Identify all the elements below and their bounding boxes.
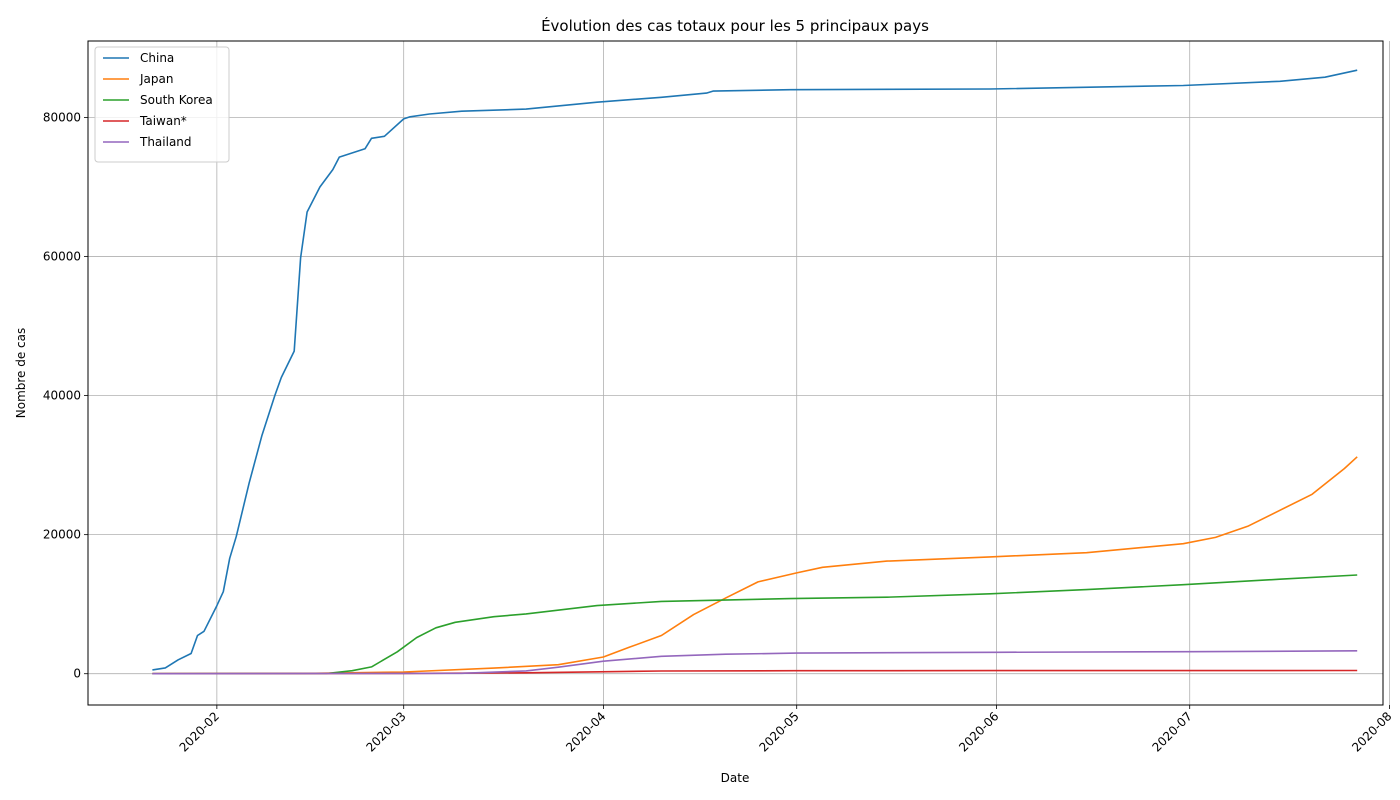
legend: China Japan South Korea Taiwan* Thailand <box>94 46 230 163</box>
y-tick-label: 0 <box>73 667 81 681</box>
chart-title: Évolution des cas totaux pour les 5 prin… <box>541 16 929 35</box>
plot-frame <box>87 40 1384 706</box>
legend-label: Japan <box>139 72 173 86</box>
y-axis-title: Nombre de cas <box>14 328 28 419</box>
legend-label: Thailand <box>139 135 192 149</box>
y-tick-label: 60000 <box>43 250 81 264</box>
legend-label: Taiwan* <box>139 114 187 128</box>
y-tick-label: 20000 <box>43 528 81 542</box>
series-line-china <box>152 69 1358 671</box>
series-line-japan <box>152 456 1358 675</box>
series-line-south-korea <box>152 574 1358 675</box>
legend-label: China <box>140 51 174 65</box>
legend-label: South Korea <box>140 93 213 107</box>
series-layer <box>152 69 1358 675</box>
y-tick-label: 80000 <box>43 110 81 124</box>
y-axis-ticks: 0 20000 40000 60000 80000 <box>43 110 88 681</box>
y-tick-label: 40000 <box>43 389 81 403</box>
series-line-thailand <box>152 649 1358 675</box>
x-axis-title: Date <box>721 771 750 785</box>
legend-box <box>94 46 230 163</box>
